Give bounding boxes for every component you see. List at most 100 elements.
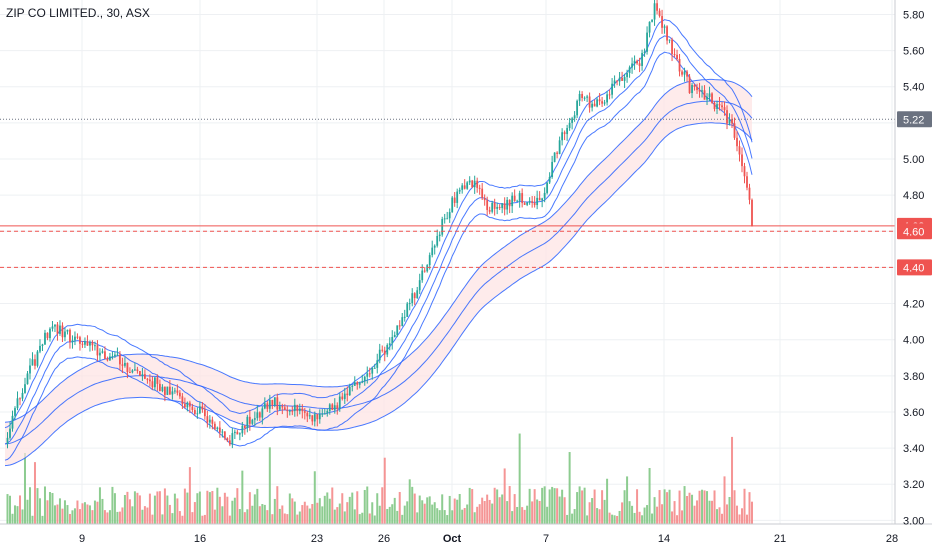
candle-body <box>281 406 284 408</box>
volume-bar <box>361 512 364 524</box>
candle-body <box>46 332 49 339</box>
candle-body <box>193 410 196 414</box>
volume-bar <box>478 504 481 524</box>
candle-body <box>521 193 524 204</box>
candle-body <box>531 201 534 203</box>
candle-body <box>44 332 46 345</box>
volume-bar <box>576 492 579 524</box>
volume-bar <box>641 515 644 524</box>
candle-body <box>548 176 551 183</box>
volume-bar <box>503 468 506 524</box>
candle-body <box>613 80 616 84</box>
price-tag <box>897 111 932 128</box>
candle-body <box>661 16 663 28</box>
candle-body <box>706 96 708 100</box>
volume-bar <box>611 514 614 524</box>
volume-bar <box>326 492 329 524</box>
volume-bar <box>223 492 226 524</box>
candle-body <box>566 128 569 135</box>
candle-body <box>743 166 746 177</box>
candle-body <box>341 396 344 400</box>
volume-bar <box>536 499 539 524</box>
candle-body <box>458 189 461 192</box>
candle-body <box>14 408 16 416</box>
volume-bar <box>333 509 336 524</box>
volume-bar <box>746 514 749 524</box>
candle-body <box>501 203 504 209</box>
candles <box>6 0 753 449</box>
volume-bar <box>413 493 416 524</box>
candle-body <box>583 97 586 99</box>
volume-bar <box>426 497 429 524</box>
candle-body <box>646 32 648 52</box>
x-tick-label: 16 <box>194 533 206 545</box>
candle-body <box>134 369 136 371</box>
candle-body <box>258 412 261 418</box>
candle-body <box>221 431 224 433</box>
volume-bar <box>403 505 406 524</box>
candle-body <box>568 122 571 129</box>
candle-body <box>683 71 686 75</box>
volume-bar <box>301 505 304 524</box>
volume-bar <box>148 493 151 524</box>
volume-bar <box>391 504 394 524</box>
fast-band-line <box>4 35 753 445</box>
candle-body <box>81 343 84 345</box>
candle-body <box>693 85 696 87</box>
candle-body <box>233 431 236 434</box>
candle-body <box>563 132 566 135</box>
volume-bar <box>526 505 529 524</box>
candle-body <box>301 408 304 412</box>
volume-bar <box>468 487 471 524</box>
volume-bar <box>571 513 574 524</box>
volume-bar <box>723 476 726 524</box>
candle-body <box>251 419 254 424</box>
fast-band-line <box>4 51 753 461</box>
candle-body <box>213 423 216 430</box>
candle-body <box>196 413 199 415</box>
volume-bar <box>553 488 556 524</box>
candle-body <box>556 152 559 154</box>
volume-bar <box>153 495 156 524</box>
volume-bar <box>63 500 66 524</box>
volume-bar <box>541 487 544 524</box>
candle-body <box>401 317 404 326</box>
volume-bar <box>291 498 294 524</box>
candle-body <box>336 405 339 409</box>
volume-bar <box>91 510 94 524</box>
volume-bar <box>718 507 721 524</box>
volume-bar <box>58 498 61 524</box>
volume-bar <box>261 504 264 524</box>
candle-body <box>578 94 581 101</box>
candle-body <box>403 316 406 318</box>
slow-band-line <box>4 122 753 467</box>
candle-body <box>59 325 61 334</box>
candle-body <box>686 71 688 77</box>
volume-bar <box>308 508 311 524</box>
candle-body <box>631 63 633 68</box>
candle-body <box>438 234 441 236</box>
volume-bar <box>751 501 753 524</box>
candle-body <box>36 351 39 366</box>
candle-body <box>188 402 191 407</box>
candle-body <box>641 52 643 66</box>
candle-body <box>208 419 211 423</box>
volume-bar <box>66 505 69 524</box>
candle-body <box>418 280 421 291</box>
candle-body <box>69 329 71 343</box>
candle-body <box>393 334 396 337</box>
candle-body <box>443 218 446 220</box>
candle-body <box>306 412 309 417</box>
volume-bar <box>271 514 274 524</box>
volume-bar <box>108 510 111 524</box>
volume-bar <box>193 502 196 524</box>
candle-body <box>633 60 636 64</box>
volume-bar <box>221 506 224 524</box>
volume-bar <box>116 511 119 524</box>
candle-body <box>616 80 618 82</box>
candle-body <box>163 386 166 395</box>
candle-body <box>518 193 521 201</box>
volume-bar <box>688 492 691 524</box>
volume-bar <box>238 509 241 524</box>
